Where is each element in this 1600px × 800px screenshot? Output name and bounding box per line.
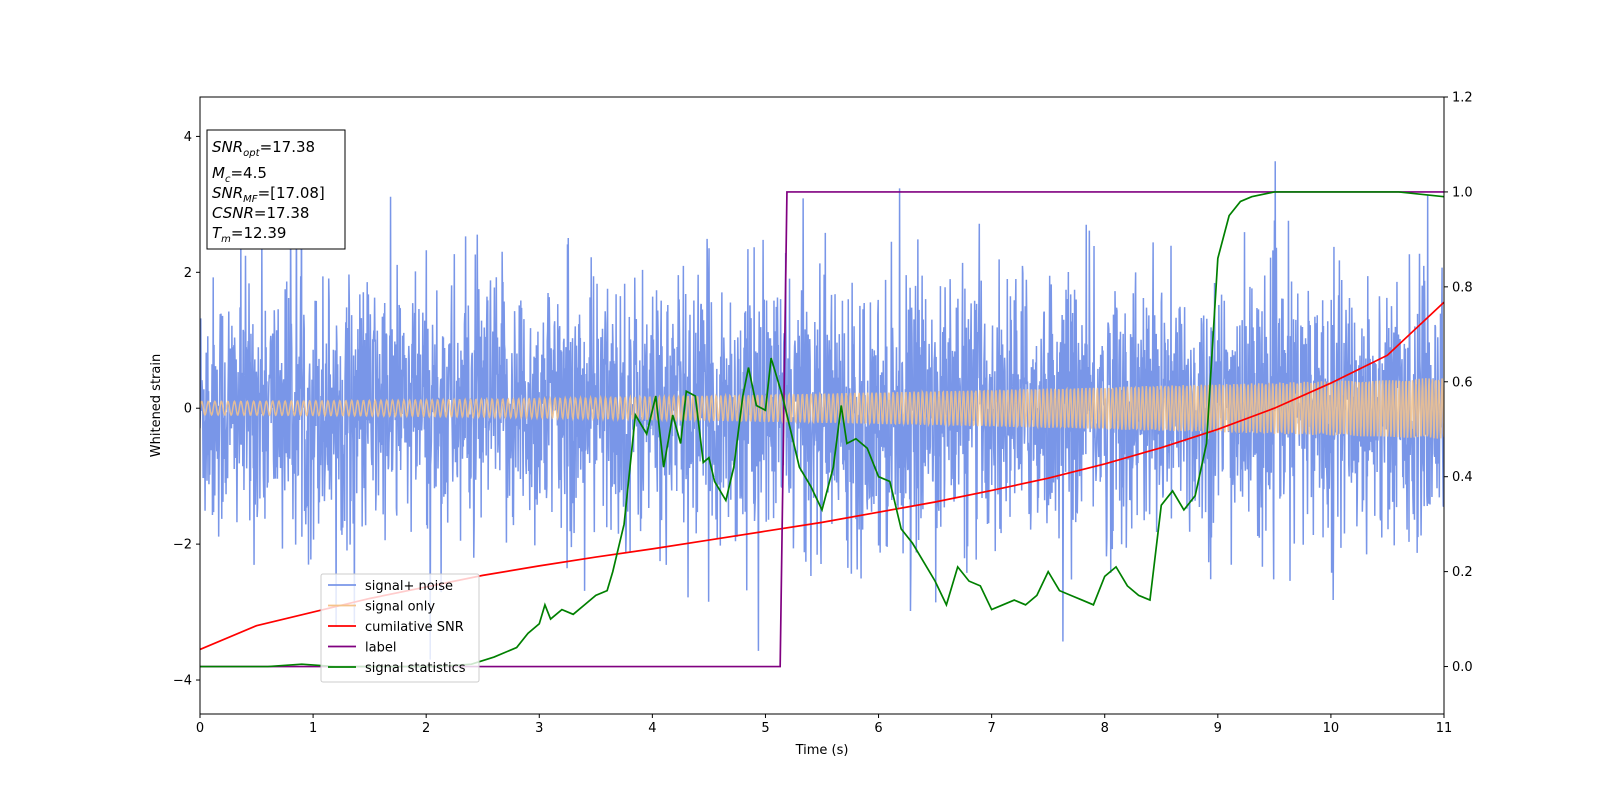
series-signal-noise: [200, 161, 1444, 660]
y-left-tick-label: 2: [184, 266, 192, 281]
y-right-tick-label: 0.6: [1452, 375, 1473, 390]
axes: 0 1 2 3 4 5 6 7 8 9 10 11 −4 −2 0 2 4 0.0 0.2 0.4 0.6 0.8 1.0 1…: [173, 91, 1473, 737]
legend-label: signal statistics: [365, 661, 466, 676]
legend-label: label: [365, 641, 396, 656]
x-tick-label: 1: [309, 721, 317, 736]
y-right-tick-label: 0.2: [1452, 565, 1473, 580]
x-tick-label: 9: [1214, 721, 1222, 736]
legend: signal+ noise signal only cumilative SNR la…: [320, 573, 480, 683]
y-left-tick-label: 0: [184, 402, 192, 417]
info-snr-mf: SNRMF=[17.08]: [212, 184, 325, 205]
x-axis-label: Time (s): [795, 743, 849, 758]
legend-frame: [320, 573, 480, 683]
legend-label: signal only: [365, 600, 435, 615]
info-snr-opt: SNRopt=17.38: [212, 138, 315, 159]
x-tick-label: 8: [1101, 721, 1109, 736]
plot-frame: [199, 96, 1445, 715]
info-box-frame: [206, 129, 346, 250]
y-right-tick-label: 1.0: [1452, 185, 1473, 200]
info-tm: Tm=12.39: [212, 224, 286, 245]
y-right-tick-label: 0.8: [1452, 280, 1473, 295]
series-signal-only: [200, 378, 1444, 439]
x-tick-label: 4: [648, 721, 656, 736]
y-right-tick-label: 0.4: [1452, 470, 1473, 485]
x-tick-label: 7: [987, 721, 995, 736]
x-tick-label: 5: [761, 721, 769, 736]
legend-label: cumilative SNR: [365, 620, 464, 635]
y-axis-label: Whitened strain: [149, 354, 164, 457]
y-left-tick-label: −2: [173, 538, 192, 553]
y-left-tick-label: 4: [184, 130, 192, 145]
x-tick-label: 0: [196, 721, 204, 736]
x-tick-label: 11: [1436, 721, 1453, 736]
info-box: SNRopt=17.38 Mc=4.5 SNRMF=[17.08] CSNR=1…: [206, 129, 346, 250]
x-tick-label: 2: [422, 721, 430, 736]
info-mc: Mc=4.5: [212, 164, 267, 185]
x-tick-label: 3: [535, 721, 543, 736]
series-label: [200, 191, 1444, 668]
y-right-tick-label: 0.0: [1452, 660, 1473, 675]
x-tick-label: 10: [1323, 721, 1340, 736]
y-left-tick-label: −4: [173, 674, 192, 689]
y-right-tick-label: 1.2: [1452, 91, 1473, 106]
info-csnr: CSNR=17.38: [212, 204, 309, 222]
x-tick-label: 6: [874, 721, 882, 736]
legend-label: signal+ noise: [365, 579, 453, 594]
series-signal-statistics: [200, 191, 1444, 668]
